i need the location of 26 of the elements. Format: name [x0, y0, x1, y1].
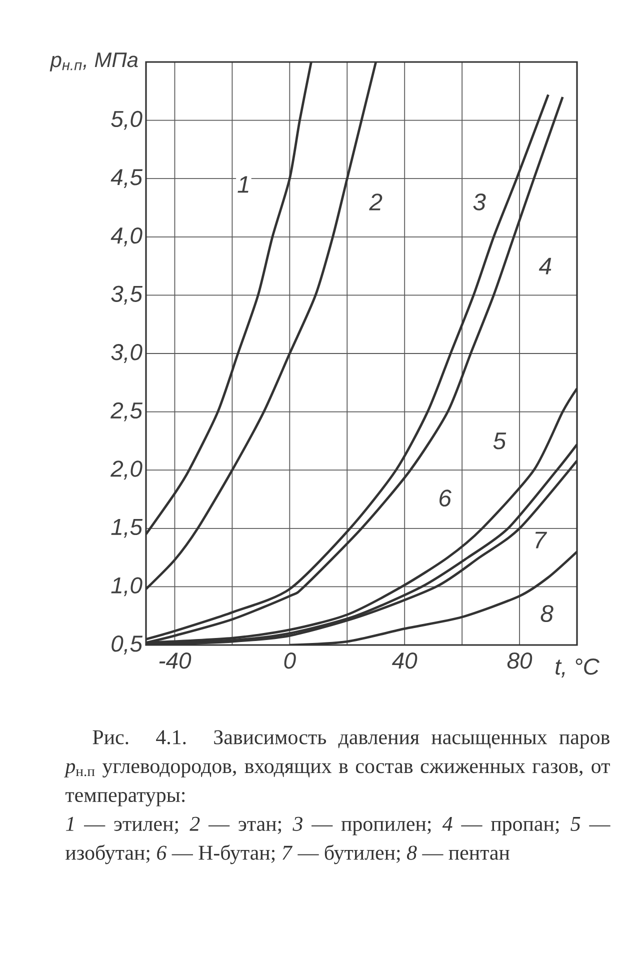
y-tick-label: 4,5	[110, 169, 143, 188]
annotation: 7	[535, 532, 548, 548]
y-tick-label: 1,5	[111, 519, 143, 538]
y-tick-label: 4,0	[110, 227, 142, 246]
x-tick-label: 80	[507, 652, 532, 669]
annotation: 6	[440, 490, 452, 507]
annotation: 2	[369, 194, 382, 210]
annotation: 8	[540, 605, 554, 622]
y-tick-label: 2,5	[110, 402, 143, 422]
text: 1 — этилен; 2 — этан; 3 — пропилен; 4 — пропан; 5 — изобутан; 6 — Н-бутан; 7 — бутилен; 8 — пентан	[66, 816, 610, 864]
y-axis-title: p$_{н.п}$, МПа	[50, 52, 138, 72]
y-tick-label: 1,0	[111, 577, 142, 596]
x-tick-label: -40	[159, 652, 192, 669]
x-tick-label: 0	[284, 652, 296, 669]
annotation: 1	[238, 176, 248, 193]
text: Рис. 4.1. Зависимость давления насыщенных паров p$_{н.п}$ углеводородов, входящих в состав сжиженных газов, от температуры:	[64, 730, 610, 806]
y-tick-label: 3,0	[111, 344, 142, 363]
x-axis-title: t, °C	[556, 658, 600, 678]
y-tick-label: 2,0	[110, 460, 142, 480]
y-tick-label: 5,0	[111, 110, 142, 130]
annotation: 4	[538, 258, 552, 274]
annotation: 3	[473, 193, 486, 210]
y-tick-label: 0,5	[112, 636, 143, 654]
x-tick-label: 40	[392, 652, 418, 669]
y-tick-label: 3,5	[111, 286, 143, 305]
annotation: 5	[493, 432, 506, 450]
